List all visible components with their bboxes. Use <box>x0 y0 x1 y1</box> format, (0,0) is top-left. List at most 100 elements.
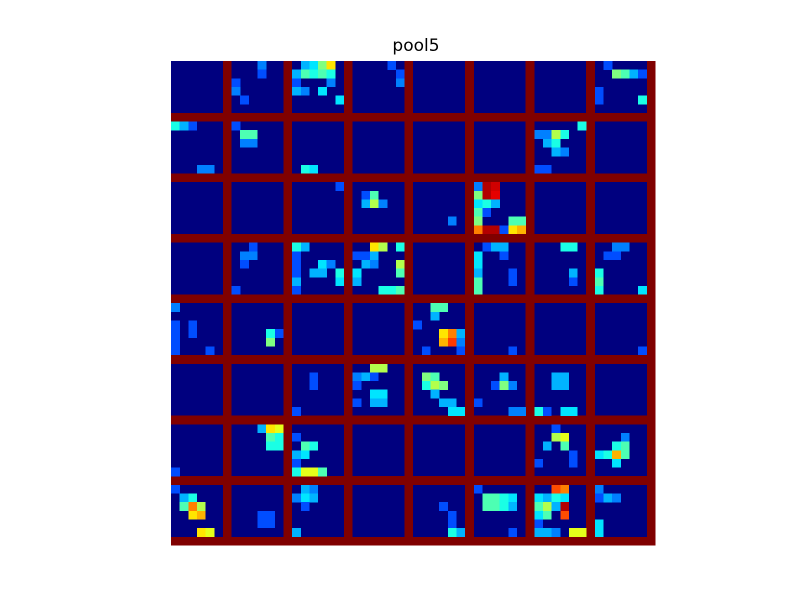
heatmap-cell <box>292 458 301 468</box>
heatmap-cell <box>542 510 552 520</box>
heatmap-cell <box>369 389 379 399</box>
heatmap-cell <box>369 242 379 252</box>
heatmap-cell <box>292 242 301 252</box>
heatmap-cell <box>620 432 630 442</box>
heatmap-cell <box>551 372 561 382</box>
heatmap-cell <box>335 277 345 286</box>
heatmap-cell <box>594 86 604 96</box>
heatmap-cell <box>439 398 448 408</box>
heatmap-cell <box>421 372 431 382</box>
heatmap-cell <box>456 346 466 356</box>
heatmap-cell <box>352 251 362 261</box>
heatmap-cell <box>318 61 327 70</box>
heatmap-cell <box>456 329 466 338</box>
heatmap-cell <box>603 251 613 261</box>
heatmap-cell <box>335 268 345 278</box>
heatmap-cell <box>473 268 483 278</box>
heatmap-cell <box>378 398 388 408</box>
heatmap-cell <box>378 285 388 295</box>
heatmap-cell <box>473 190 483 200</box>
heatmap-cell <box>612 493 621 503</box>
heatmap-cell <box>395 268 405 278</box>
heatmap-cell <box>508 502 518 511</box>
heatmap-cell <box>594 484 604 494</box>
heatmap-cell <box>638 69 647 79</box>
heatmap-cell <box>447 337 457 347</box>
heatmap-cell <box>361 251 371 261</box>
heatmap-cell <box>430 381 440 390</box>
heatmap-cell <box>318 268 327 278</box>
heatmap-cell <box>257 519 267 529</box>
heatmap-cell <box>482 242 492 252</box>
heatmap-cell <box>430 372 440 382</box>
heatmap-tile <box>413 61 466 113</box>
heatmap-cell <box>179 502 189 511</box>
heatmap-cell <box>456 337 466 347</box>
heatmap-cell <box>473 208 483 217</box>
heatmap-cell <box>188 510 198 520</box>
heatmap-cell <box>447 329 457 338</box>
heatmap-cell <box>508 268 518 278</box>
heatmap-cell <box>439 337 448 347</box>
heatmap-cell <box>369 259 379 269</box>
heatmap-cell <box>171 467 180 477</box>
heatmap-cell <box>309 484 319 494</box>
heatmap-cell <box>594 493 604 503</box>
heatmap-cell <box>318 259 327 269</box>
heatmap-cell <box>447 407 457 416</box>
heatmap-cell <box>534 130 544 139</box>
heatmap-cell <box>257 61 267 70</box>
heatmap-cell <box>326 78 336 88</box>
heatmap-cell <box>473 398 483 408</box>
heatmap-cell <box>300 493 310 503</box>
chart-title: pool5 <box>392 36 440 56</box>
heatmap-cell <box>603 450 613 459</box>
heatmap-cell <box>473 285 483 295</box>
heatmap-cell <box>300 450 310 459</box>
heatmap-cell <box>594 95 604 105</box>
heatmap-cell <box>534 164 544 174</box>
heatmap-cell <box>309 61 319 70</box>
heatmap-cell <box>534 458 544 468</box>
heatmap-cell <box>430 389 440 399</box>
heatmap-cell <box>369 251 379 261</box>
heatmap-cell <box>205 528 215 537</box>
heatmap-cell <box>517 407 526 416</box>
heatmap-cell <box>508 407 518 416</box>
heatmap-cell <box>171 303 180 312</box>
heatmap-cell <box>335 182 345 191</box>
heatmap-cell <box>300 484 310 494</box>
heatmap-cell <box>491 242 500 252</box>
heatmap-tile <box>292 303 344 356</box>
heatmap-cell <box>421 346 431 356</box>
heatmap-cell <box>482 199 492 209</box>
heatmap-cell <box>568 450 578 459</box>
heatmap-tile <box>413 121 466 174</box>
heatmap-cell <box>309 372 319 382</box>
heatmap-cell <box>456 407 466 416</box>
heatmap-cell <box>508 493 518 503</box>
heatmap-tile <box>473 424 526 477</box>
heatmap-cell <box>171 337 180 347</box>
heatmap-cell <box>456 528 466 537</box>
heatmap-cell <box>447 519 457 529</box>
heatmap-cell <box>473 199 483 209</box>
heatmap-cell <box>482 502 492 511</box>
heatmap-cell <box>447 510 457 520</box>
heatmap-cell <box>292 251 301 261</box>
heatmap-cell <box>231 285 241 295</box>
heatmap-cell <box>447 398 457 408</box>
heatmap-cell <box>508 528 518 537</box>
heatmap-tile <box>413 424 466 477</box>
heatmap-cell <box>491 225 500 235</box>
heatmap-cell <box>473 484 483 494</box>
heatmap-cell <box>266 441 275 451</box>
heatmap-cell <box>352 372 362 382</box>
heatmap-cell <box>612 450 621 459</box>
heatmap-cell <box>551 130 561 139</box>
heatmap-cell <box>309 493 319 503</box>
heatmap-cell <box>266 424 275 434</box>
heatmap-cell <box>568 407 578 416</box>
heatmap-cell <box>542 441 552 451</box>
heatmap-cell <box>248 138 258 148</box>
